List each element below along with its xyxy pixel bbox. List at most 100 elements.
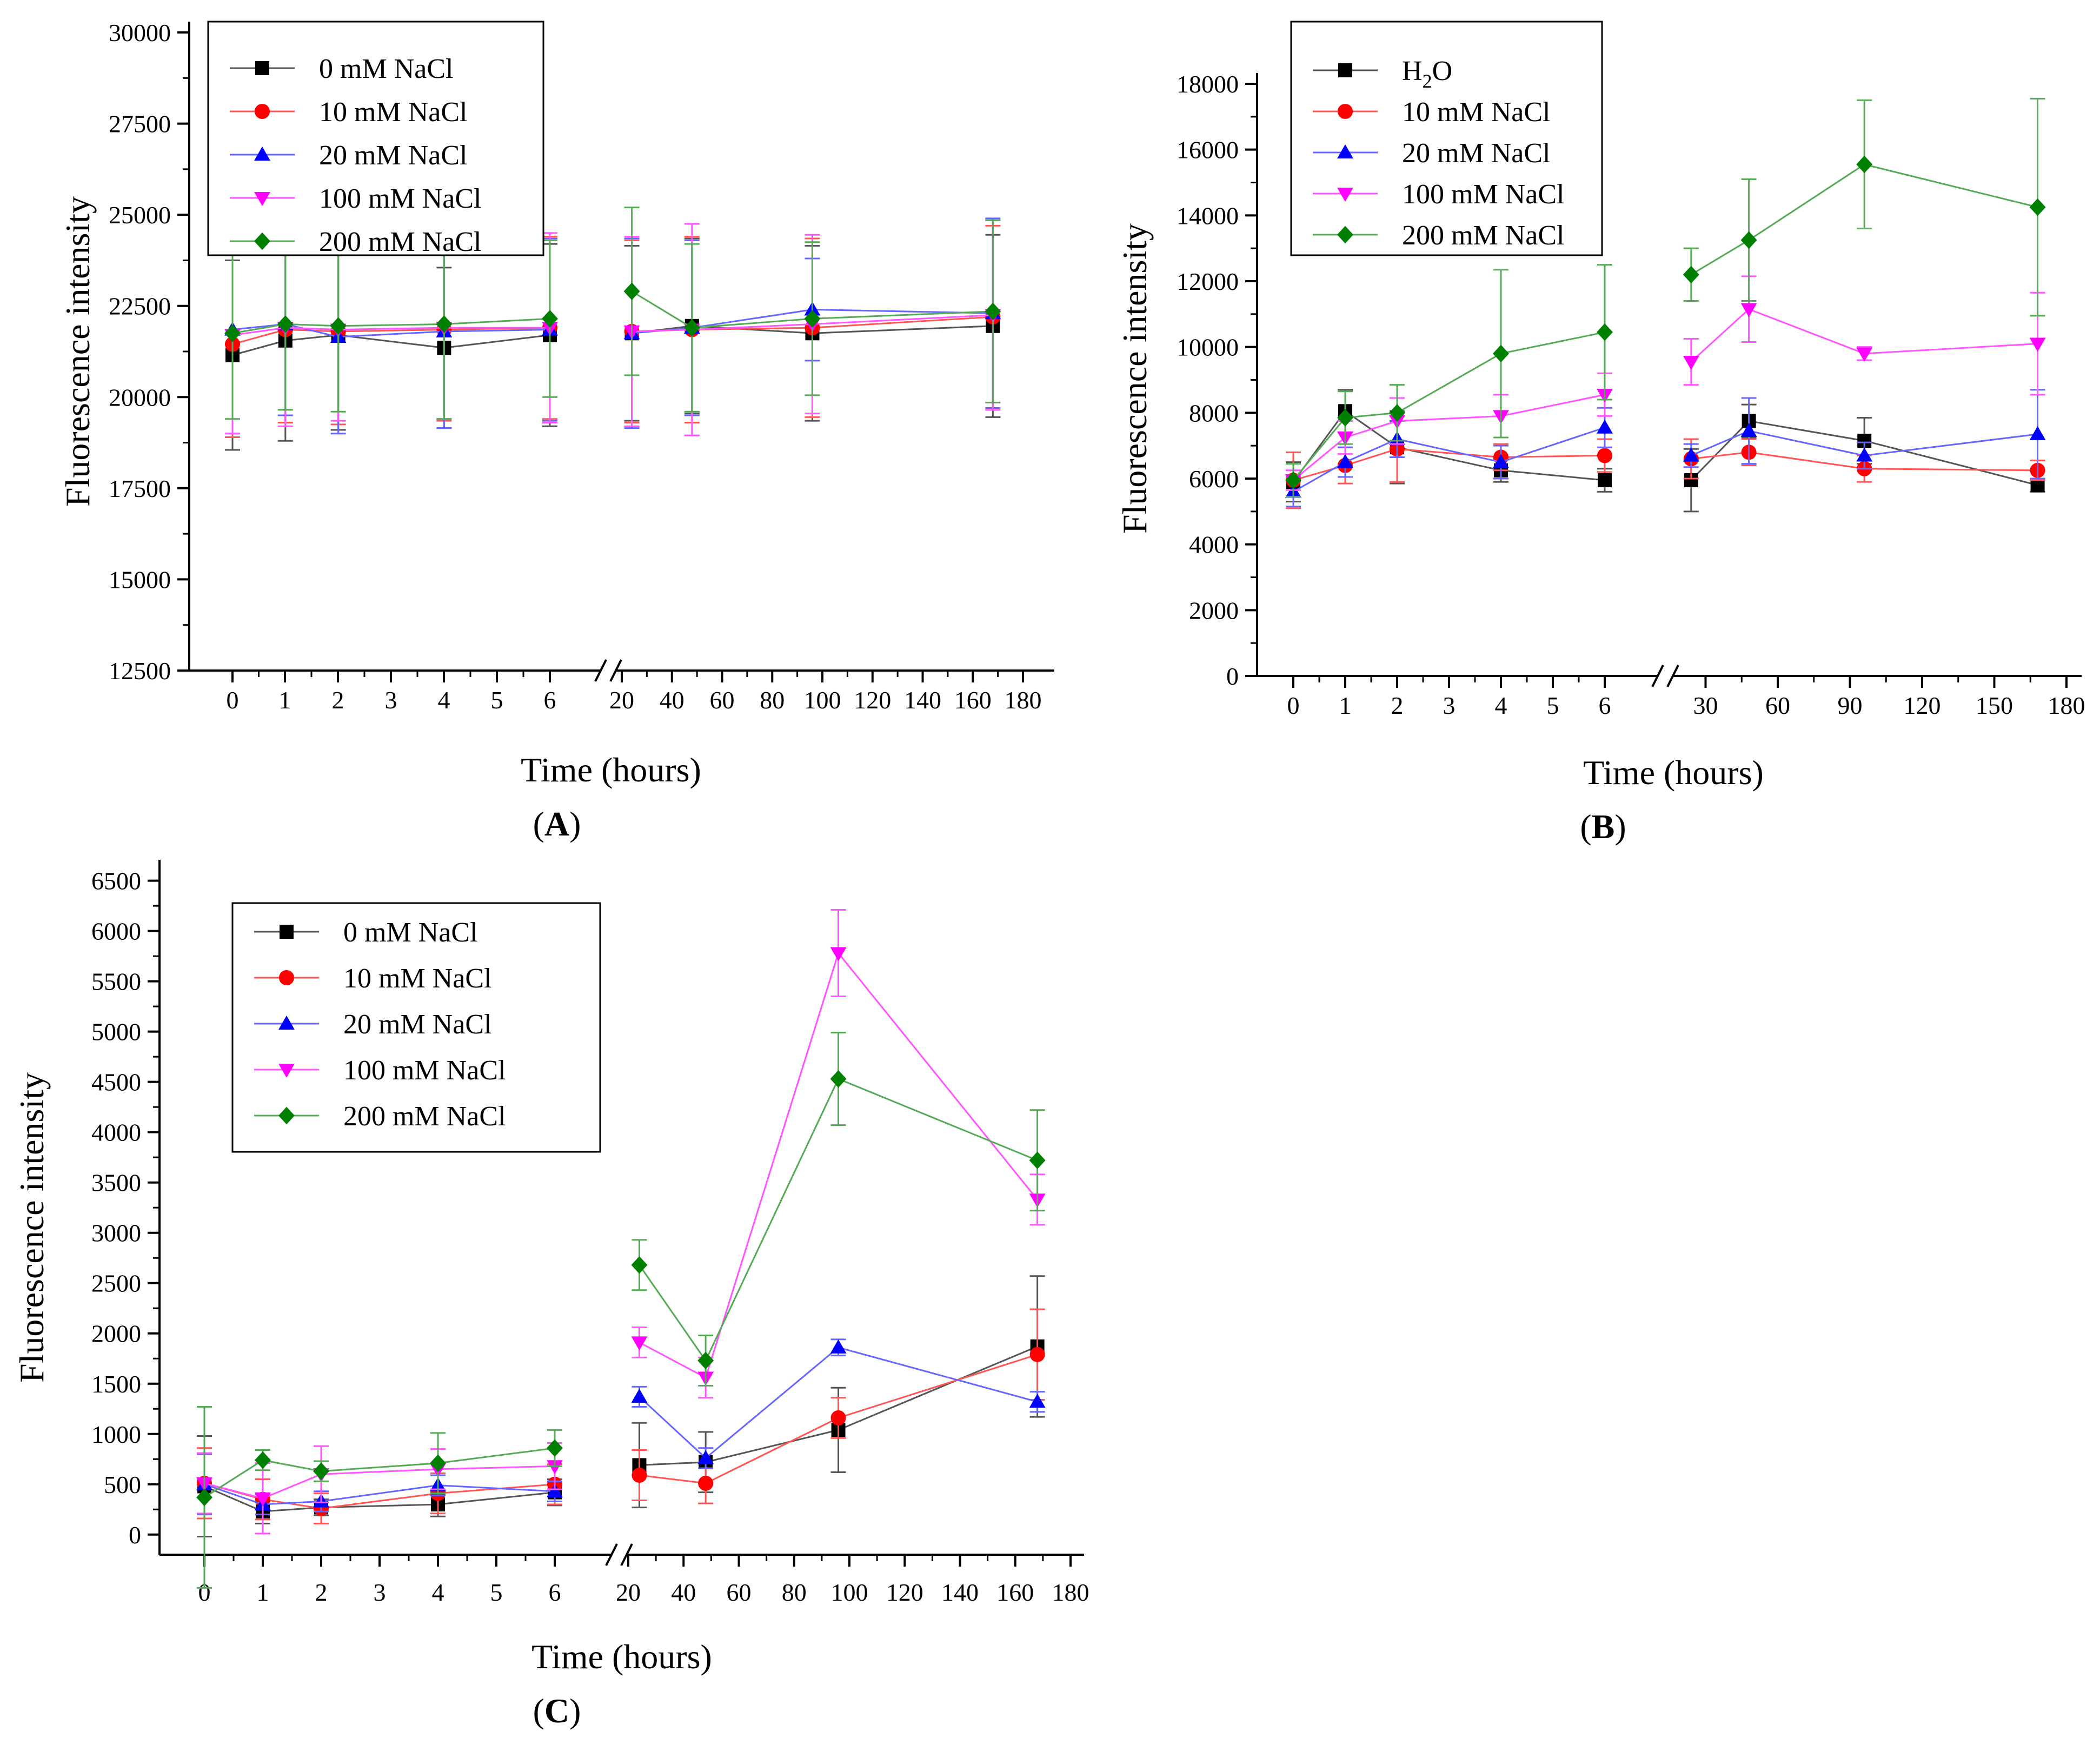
legend-label: 200 mM NaCl — [343, 1101, 506, 1132]
x-tick-label: 0 — [198, 1578, 211, 1606]
data-point — [631, 1256, 648, 1274]
y-tick-label: 6500 — [91, 867, 141, 895]
x-tick-label: 5 — [490, 1578, 503, 1606]
series-line — [1690, 308, 2038, 363]
x-tick-label: 40 — [671, 1578, 696, 1606]
data-point — [830, 947, 847, 961]
x-axis-label: Time (hours) — [521, 751, 701, 789]
y-tick-label: 4000 — [1189, 531, 1239, 559]
data-point — [1856, 155, 1873, 174]
y-tick-label: 2000 — [1189, 596, 1239, 624]
series-200-mm-nacl — [1285, 97, 2046, 498]
data-point — [631, 1388, 648, 1403]
data-point — [436, 315, 453, 333]
legend-label: 20 mM NaCl — [1402, 138, 1550, 169]
panel-label: (A) — [533, 805, 581, 843]
y-tick-label: 3000 — [91, 1219, 141, 1247]
legend: H2O 10 mM NaCl 20 mM NaCl 100 mM NaCl 200 mM… — [1290, 21, 1603, 256]
data-point — [1597, 419, 1613, 434]
data-point — [1683, 447, 1699, 462]
chart-panel-a: 12500 15000 17500 20000 22500 25000 27500 30000… — [58, 19, 1054, 843]
data-point — [697, 1450, 714, 1464]
data-point — [547, 1483, 563, 1497]
data-point — [804, 310, 821, 328]
x-tick-label: 3 — [385, 686, 397, 714]
data-point — [631, 1336, 648, 1351]
x-tick-label: 2 — [1391, 692, 1404, 719]
x-tick-label: 180 — [1052, 1578, 1089, 1606]
legend-marker — [1337, 225, 1353, 244]
series-line — [1691, 451, 2038, 472]
legend-item: H2O — [1313, 56, 1452, 92]
x-tick-label: 30 — [1693, 692, 1718, 719]
data-point — [2029, 198, 2046, 216]
y-tick-label: 18000 — [1177, 70, 1239, 98]
legend-box — [1290, 21, 1603, 256]
data-point — [313, 1462, 329, 1480]
series-line — [632, 325, 993, 334]
legend-item: 200 mM NaCl — [1313, 220, 1564, 251]
series-line — [1691, 430, 2038, 456]
data-point — [830, 1339, 847, 1354]
data-point — [542, 310, 558, 328]
legend-marker — [280, 925, 294, 939]
x-tick-label: 60 — [710, 686, 735, 714]
legend-label: 0 mM NaCl — [343, 917, 477, 948]
legend-item: 0 mM NaCl — [230, 54, 453, 84]
legend-item: 0 mM NaCl — [254, 917, 477, 948]
y-tick-label: 5500 — [91, 968, 141, 996]
legend-marker — [1338, 63, 1352, 77]
legend-marker — [278, 1106, 295, 1125]
y-tick-label: 2000 — [91, 1320, 141, 1348]
series-10-mm-nacl — [1285, 415, 2045, 509]
data-point — [1683, 266, 1699, 284]
data-point — [547, 1460, 563, 1475]
legend-marker — [255, 61, 269, 75]
y-tick-label: 15000 — [109, 566, 171, 593]
x-tick-label: 120 — [854, 686, 891, 714]
x-tick-label: 160 — [996, 1578, 1034, 1606]
data-point — [1493, 344, 1509, 363]
y-axis-label: Fluorescence intensity — [12, 1072, 51, 1383]
x-tick-label: 2 — [332, 686, 344, 714]
legend-label: 10 mM NaCl — [343, 963, 491, 994]
x-tick-label: 90 — [1838, 692, 1863, 719]
legend-marker — [1337, 187, 1353, 202]
data-point — [1683, 355, 1699, 370]
legend-item: 20 mM NaCl — [254, 1009, 491, 1040]
axis-break-mark — [1666, 665, 1679, 687]
x-tick-label: 140 — [941, 1578, 979, 1606]
legend-label: 100 mM NaCl — [319, 183, 481, 214]
axis-break-mark — [620, 1543, 633, 1566]
y-tick-label: 1500 — [91, 1370, 141, 1398]
x-tick-label: 1 — [279, 686, 291, 714]
series-200-mm-nacl — [196, 1032, 1046, 1589]
x-tick-label: 3 — [374, 1578, 386, 1606]
data-point — [683, 319, 700, 337]
legend-marker — [254, 232, 270, 250]
legend-label: 10 mM NaCl — [319, 97, 467, 128]
data-point — [698, 1475, 714, 1491]
y-tick-label: 6000 — [91, 918, 141, 945]
y-axis-label: Fluorescence intensity — [1115, 223, 1154, 534]
legend-marker — [1337, 144, 1353, 159]
x-tick-label: 40 — [660, 686, 685, 714]
data-point — [1337, 409, 1353, 427]
y-tick-label: 25000 — [109, 201, 171, 229]
x-tick-label: 4 — [432, 1578, 444, 1606]
axis-break-mark — [594, 659, 607, 682]
data-point — [430, 1454, 446, 1472]
x-tick-label: 120 — [886, 1578, 923, 1606]
legend-marker — [254, 191, 270, 206]
data-point — [1856, 347, 1873, 362]
series-20-mm-nacl — [196, 1338, 1046, 1516]
legend-marker — [1337, 103, 1353, 120]
x-tick-label: 5 — [491, 686, 503, 714]
x-tick-label: 180 — [1005, 686, 1042, 714]
series-line — [204, 1447, 555, 1498]
legend-item: 100 mM NaCl — [254, 1055, 506, 1086]
y-tick-label: 16000 — [1177, 136, 1239, 164]
series-line — [639, 1354, 1038, 1484]
y-axis-label: Fluorescence intensity — [58, 196, 97, 507]
